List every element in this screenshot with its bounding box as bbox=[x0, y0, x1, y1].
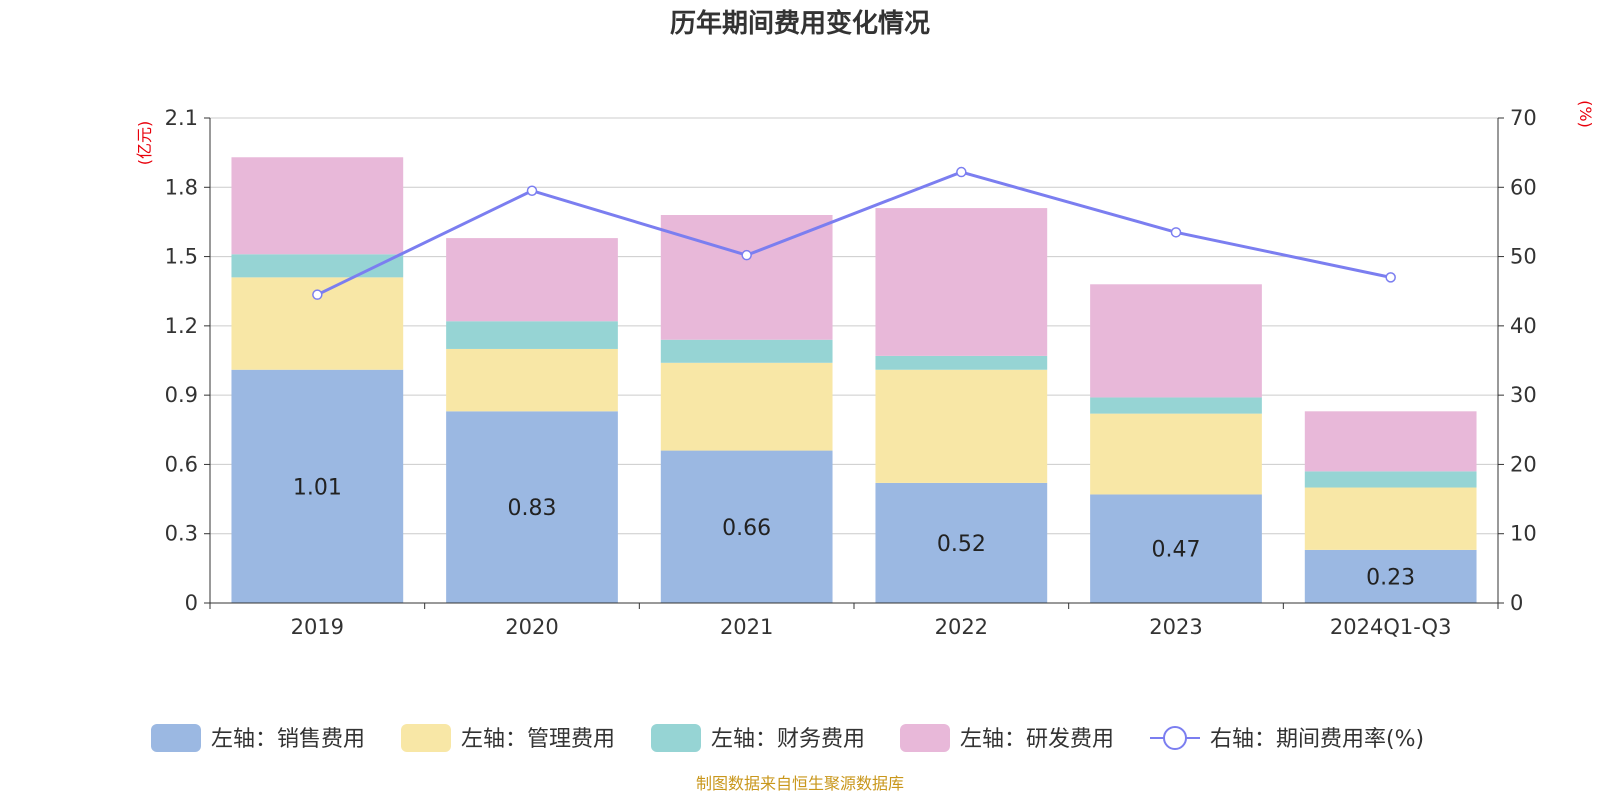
bar-segment bbox=[660, 339, 833, 363]
bar-value-label: 1.01 bbox=[293, 475, 342, 500]
bar-segment bbox=[1090, 413, 1262, 495]
legend-marker bbox=[1163, 726, 1187, 750]
rate-point bbox=[741, 249, 752, 261]
bar-segment bbox=[1304, 549, 1477, 603]
legend-label: 左轴：财务费用 bbox=[711, 727, 865, 752]
x-axis-tick-label: 2019 bbox=[291, 615, 344, 639]
right-axis-tick-label: 40 bbox=[1510, 314, 1537, 338]
right-axis-tick-label: 0 bbox=[1510, 591, 1523, 615]
bar-segment bbox=[231, 369, 404, 603]
source-note: 制图数据来自恒生聚源数据库 bbox=[696, 774, 904, 793]
legend-swatch bbox=[151, 724, 201, 752]
left-axis-tick-label: 0.9 bbox=[165, 383, 198, 407]
bar-segment bbox=[660, 362, 833, 451]
bar-segment bbox=[875, 355, 1048, 370]
bar-segment bbox=[660, 450, 833, 603]
bar-segment bbox=[446, 321, 618, 349]
bar-segment bbox=[446, 238, 618, 322]
right-axis-tick-label: 10 bbox=[1510, 522, 1537, 546]
legend-swatch bbox=[401, 724, 451, 752]
rate-point bbox=[1385, 272, 1396, 283]
bar-series: 1.01 0.83 0.66 0.52 0.47 0.23 bbox=[231, 157, 1477, 603]
legend-label: 左轴：管理费用 bbox=[461, 727, 615, 752]
right-axis-tick-label: 30 bbox=[1510, 383, 1537, 407]
grid-lines bbox=[210, 117, 1498, 535]
left-axis-tick-label: 1.2 bbox=[165, 314, 198, 338]
bar-value-label: 0.66 bbox=[722, 516, 771, 541]
legend: 左轴：销售费用 左轴：管理费用 左轴：财务费用 左轴：研发费用 右轴：期间费用率(%) bbox=[151, 724, 1424, 752]
x-axis-tick-label: 2024Q1-Q3 bbox=[1330, 615, 1452, 639]
x-axis-tick-label: 2020 bbox=[505, 615, 558, 639]
bar-value-label: 0.83 bbox=[508, 496, 557, 521]
legend-swatch bbox=[900, 724, 950, 752]
x-axis-tick-label: 2023 bbox=[1149, 615, 1202, 639]
bar-segment bbox=[1304, 487, 1477, 550]
right-axis-tick-label: 50 bbox=[1510, 245, 1537, 269]
left-axis-tick-label: 0.6 bbox=[165, 452, 198, 476]
left-axis-tick-label: 1.8 bbox=[165, 175, 198, 199]
right-axis-tick-label: 70 bbox=[1510, 106, 1537, 130]
bar-segment bbox=[875, 208, 1048, 356]
bar-segment bbox=[1090, 494, 1262, 603]
rate-point bbox=[1170, 227, 1182, 238]
bar-segment bbox=[1090, 284, 1262, 398]
rate-line-series bbox=[312, 166, 1396, 300]
x-axis-tick-label: 2022 bbox=[935, 615, 988, 639]
bar-value-label: 0.23 bbox=[1366, 565, 1415, 590]
rate-point bbox=[526, 185, 538, 196]
bar-segment bbox=[231, 254, 404, 278]
left-axis-tick-label: 0.3 bbox=[165, 522, 198, 546]
rate-point bbox=[956, 166, 967, 178]
x-axis-tick-label: 2021 bbox=[720, 615, 773, 639]
bar-segment bbox=[875, 369, 1048, 483]
bar-segment bbox=[446, 348, 618, 412]
right-axis-tick-label: 20 bbox=[1510, 452, 1537, 476]
legend-label: 左轴：研发费用 bbox=[960, 727, 1114, 752]
bar-value-label: 0.47 bbox=[1152, 538, 1201, 563]
legend-swatch bbox=[651, 724, 701, 752]
bar-segment bbox=[1304, 411, 1477, 472]
rate-point bbox=[312, 289, 323, 300]
rate-line bbox=[316, 170, 1391, 297]
axes: 0 0.3 0.6 0.9 1.2 1.5 1.8 2.1 0 10 20 30 40 50 60 70 201… bbox=[165, 106, 1537, 639]
legend-label: 右轴：期间费用率(%) bbox=[1210, 727, 1424, 752]
bar-value-label: 0.52 bbox=[937, 532, 986, 557]
left-axis-tick-label: 1.5 bbox=[165, 245, 198, 269]
legend-label: 左轴：销售费用 bbox=[211, 727, 365, 752]
left-axis-unit: (亿元) bbox=[135, 121, 154, 166]
bar-segment bbox=[1090, 397, 1262, 414]
bar-segment bbox=[875, 482, 1048, 603]
bar-segment bbox=[446, 411, 618, 603]
bar-segment bbox=[1304, 471, 1477, 488]
bar-segment bbox=[231, 157, 404, 255]
right-axis-unit: (%) bbox=[1576, 100, 1595, 128]
left-axis-tick-label: 2.1 bbox=[165, 106, 198, 130]
chart-title: 历年期间费用变化情况 bbox=[670, 8, 930, 39]
bar-segment bbox=[660, 215, 833, 340]
right-axis-tick-label: 60 bbox=[1510, 175, 1537, 199]
left-axis-tick-label: 0 bbox=[185, 591, 198, 615]
